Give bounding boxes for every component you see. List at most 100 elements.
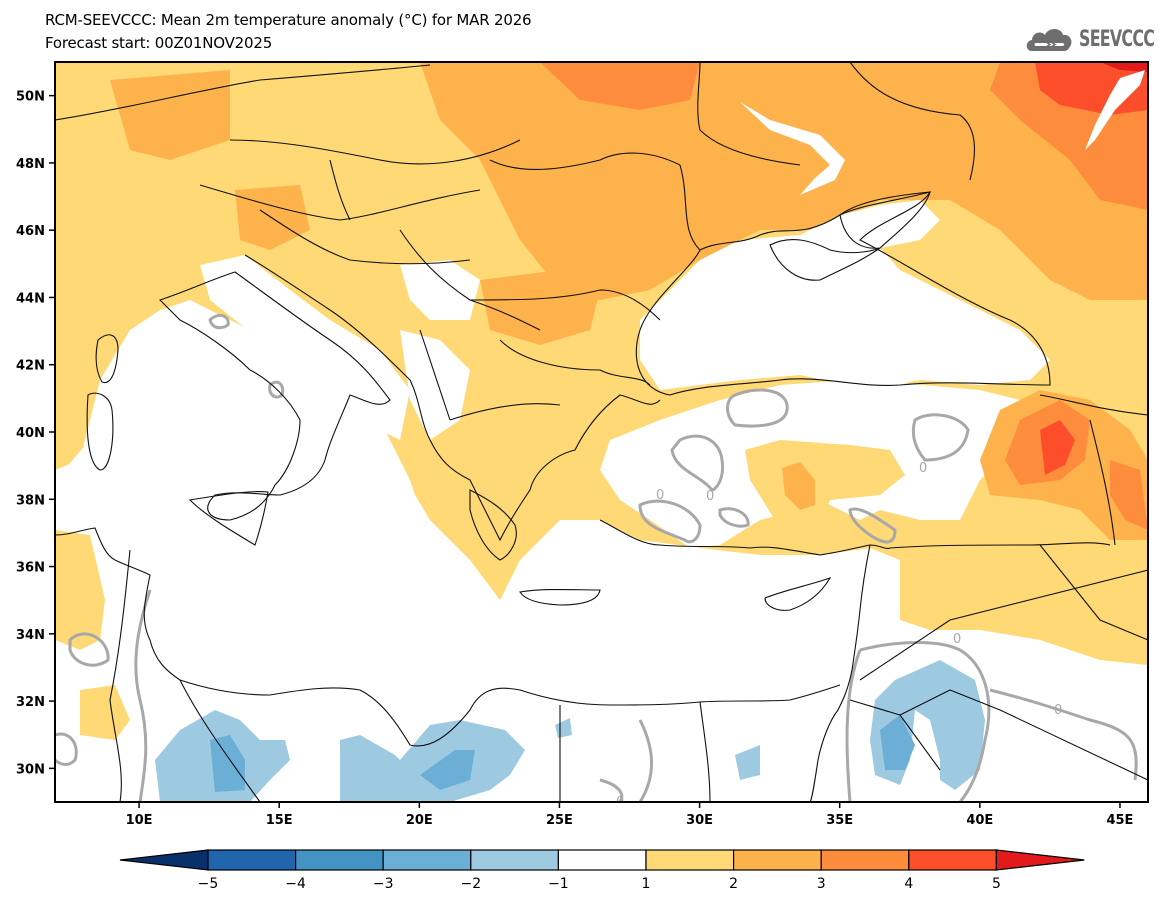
anomaly-minus3-minus2-jordan: [880, 715, 915, 770]
cyprus-coastline: [764, 576, 832, 611]
greece-peloponnese-coastline: [469, 489, 517, 561]
colorbar-segment: [557, 849, 647, 871]
border-line: [329, 159, 351, 221]
map-title: RCM-SEEVCCC: Mean 2m temperature anomaly…: [45, 11, 532, 29]
anomaly-minus2-minus1-egypt: [735, 745, 760, 780]
lat-tick-label: 46N: [16, 224, 45, 239]
lat-tick-label: 36N: [16, 561, 45, 576]
colorbar-legend: −5 −4 −3 −2 −1 1 2 3 4 5: [119, 849, 1085, 892]
colorbar-segment: [207, 849, 297, 871]
lat-tick-label: 30N: [16, 762, 45, 777]
cloud-icon: [1026, 29, 1072, 51]
zero-contour: [55, 732, 78, 766]
anomaly-neutral-mediterranean: [55, 320, 870, 802]
italy-coastline: [158, 271, 391, 521]
colorbar-segment: [732, 849, 822, 871]
border-line: [849, 689, 1148, 781]
latitude-axis: 50N 48N 46N 44N 42N 40N 38N 36N 34N 32N 30N: [16, 90, 55, 777]
zero-contour: [599, 778, 624, 802]
turkey-south-coastline: [599, 519, 891, 556]
colorbar-label: 2: [729, 876, 738, 892]
border-line: [449, 403, 561, 421]
border-line: [889, 542, 1111, 549]
border-line: [859, 569, 1148, 681]
crete-coastline: [519, 588, 601, 606]
zero-contour: [208, 313, 230, 330]
anomaly-3-4-iran-border: [1110, 460, 1148, 530]
border-line: [229, 139, 521, 165]
colorbar-extend-high: [995, 849, 1085, 871]
border-line: [849, 62, 976, 181]
border-line: [179, 679, 261, 802]
lon-tick-label: 30E: [686, 813, 713, 828]
zero-contour-label: 0: [656, 488, 664, 503]
border-line: [499, 339, 651, 386]
lat-tick-label: 44N: [16, 291, 45, 306]
colorbar-segment: [295, 849, 384, 871]
lat-tick-label: 34N: [16, 628, 45, 643]
lat-tick-label: 42N: [16, 359, 45, 374]
colorbar-label: 4: [904, 876, 913, 892]
zero-contour-label: 0: [616, 795, 624, 810]
anomaly-minus3-minus2-libya: [210, 735, 245, 792]
border-line: [697, 62, 801, 166]
anomaly-2-3-central-anatolia: [782, 462, 815, 510]
anomaly-4-5-eastern-turkey: [1040, 420, 1075, 475]
zero-contour: [68, 632, 110, 667]
border-line: [489, 152, 681, 171]
zero-contour: [989, 688, 1138, 781]
colorbar-label: −5: [198, 876, 219, 892]
anomaly-above-5-russia: [1100, 62, 1148, 72]
zero-contour: [911, 413, 970, 462]
anomaly-1-2-tunisia: [55, 530, 105, 650]
masked-area-volga: [1085, 70, 1145, 150]
lon-tick-label: 35E: [826, 813, 853, 828]
colorbar-label: −2: [460, 876, 481, 892]
colorbar-label: −1: [548, 876, 569, 892]
zero-contour: [848, 507, 897, 544]
anomaly-1-2-libya-west: [80, 685, 130, 740]
border-line: [259, 209, 471, 265]
border-line: [1039, 394, 1148, 416]
longitude-axis: 10E 15E 20E 25E 30E 35E 40E 45E: [126, 802, 1133, 828]
zero-contour: [134, 589, 152, 802]
colorbar-segment: [382, 849, 472, 871]
colorbar-segment: [820, 849, 910, 871]
lat-tick-label: 38N: [16, 493, 45, 508]
anomaly-minus2-minus1-gulf-sirte: [340, 720, 525, 802]
corsica-coastline: [95, 334, 119, 384]
border-line: [679, 164, 701, 251]
anomaly-neutral-adriatic: [200, 255, 410, 440]
azov-sea-coastline: [839, 191, 931, 249]
border-line: [419, 329, 451, 421]
colorbar-label: −4: [285, 876, 306, 892]
map-plot-area: 0 0 0 0 0 0: [55, 62, 1148, 810]
anomaly-neutral-balkans-west: [400, 260, 480, 320]
levant-coastline: [809, 544, 871, 802]
border-line: [1039, 544, 1148, 641]
colorbar-extend-low: [119, 849, 209, 871]
colorbar-label: 5: [992, 876, 1001, 892]
border-line: [109, 549, 131, 802]
border-line: [1089, 419, 1116, 546]
border-line: [699, 701, 711, 802]
border-line: [899, 714, 941, 771]
zero-contour: [726, 388, 789, 428]
north-africa-coastline: [55, 527, 841, 747]
border-line: [55, 64, 431, 121]
colorbar-segment: [470, 849, 559, 871]
black-sea-coastline: [635, 191, 1051, 396]
lon-tick-label: 45E: [1106, 813, 1133, 828]
sardinia-coastline: [86, 392, 114, 471]
border-line: [399, 229, 541, 331]
anomaly-neutral-greece: [400, 330, 470, 440]
zero-contour: [638, 719, 654, 802]
anomaly-minus3-minus2-egypt-west: [420, 750, 475, 790]
anomaly-1-2-central-anatolia: [745, 440, 905, 535]
zero-contour-label: 0: [706, 489, 714, 504]
forecast-start-subtitle: Forecast start: 00Z01NOV2025: [45, 34, 273, 52]
zero-contour: [718, 507, 750, 528]
anomaly-3-4-ukraine-north: [540, 62, 700, 110]
zero-contour: [859, 641, 991, 802]
